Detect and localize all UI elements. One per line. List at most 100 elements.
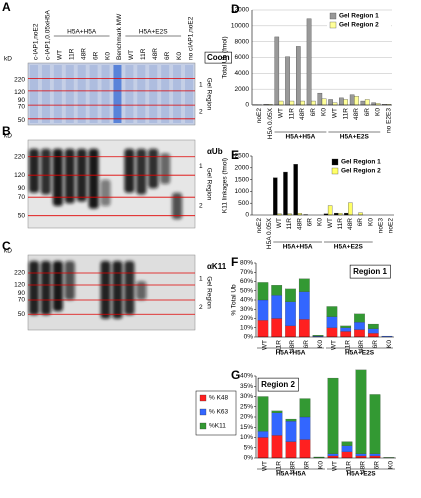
bar-segment — [312, 335, 324, 337]
x-tick-label: WT — [331, 108, 338, 118]
x-tick-label: K0 — [317, 218, 324, 226]
bar-segment — [326, 306, 338, 317]
bar-segment — [369, 453, 381, 457]
gel-bands — [29, 148, 183, 220]
x-tick-label: WT — [331, 340, 338, 350]
bar-segment — [340, 331, 352, 338]
y-tick-label: 40% — [240, 297, 253, 304]
x-tick-label: H5A 0.05X — [267, 107, 274, 139]
gel-band — [148, 148, 159, 189]
mw-marker: 220 — [14, 153, 25, 160]
x-tick-label: 11R — [276, 461, 283, 473]
mw-marker: 50 — [18, 212, 26, 219]
group-label: H5A+H5A — [67, 29, 97, 36]
legend-label: % K48 — [209, 395, 229, 402]
region-title: Gel Region — [205, 78, 212, 111]
legend-label: %K11 — [209, 423, 226, 430]
x-tick-label: K0 — [375, 108, 382, 116]
bar-segment — [271, 295, 283, 319]
x-tick-label: 11R — [275, 340, 282, 352]
bar-segment — [271, 435, 283, 459]
y-tick-label: 2500 — [235, 153, 250, 160]
x-tick-label: noE2 — [256, 108, 263, 124]
gel-lane — [101, 65, 110, 123]
x-tick-label: 6R — [364, 108, 371, 117]
mw-marker: 220 — [14, 270, 25, 277]
bar-segment — [355, 455, 367, 459]
bar-segment — [354, 329, 365, 338]
x-tick-label: 6R — [372, 340, 379, 349]
mw-marker: 70 — [18, 297, 26, 304]
gel-lane — [185, 65, 193, 123]
y-tick-label: 6000 — [235, 54, 250, 61]
x-tick-label: 48R — [353, 108, 360, 120]
bar-segment — [257, 437, 269, 459]
x-tick-label: 6R — [304, 461, 311, 470]
annotation: Region 1 — [353, 267, 387, 276]
y-tick-label: 12000 — [231, 7, 249, 14]
gel-band — [29, 261, 39, 315]
bar-segment — [355, 453, 367, 457]
gel-band — [52, 261, 63, 312]
y-tick-label: 8000 — [235, 38, 250, 45]
y-tick-label: 1500 — [235, 176, 250, 183]
x-tick-label: K0 — [386, 340, 393, 348]
group-label: H5A+E2S — [345, 350, 375, 357]
bar-segment — [271, 285, 283, 296]
legend-box — [327, 11, 391, 31]
annotation-box — [257, 377, 299, 392]
y-axis-title: K11 linkages (fmol) — [222, 158, 229, 213]
mw-marker: 120 — [14, 89, 25, 96]
x-tick-label: K0 — [317, 340, 324, 348]
x-tick-label: WT — [276, 218, 283, 228]
gel-lane — [53, 65, 62, 123]
x-tick-label: H5A 0.05X — [266, 217, 273, 249]
lane-label: no cIAP1,noE2 — [188, 16, 195, 60]
lane-label: c-IAP1,noE2 — [33, 23, 40, 60]
y-tick-label: 70% — [240, 269, 253, 276]
gel-band — [124, 261, 135, 315]
gel-lane — [113, 65, 122, 123]
mw-marker: 70 — [18, 194, 26, 201]
group-label: H5A+E2S — [139, 29, 168, 36]
mw-marker: 90 — [18, 97, 26, 104]
x-tick-label: 48R — [299, 108, 306, 120]
y-tick-label: 25% — [240, 403, 253, 410]
x-tick-label: 6R — [307, 218, 314, 227]
y-tick-label: 40% — [240, 373, 253, 380]
gel-lane — [41, 65, 50, 123]
gel-band — [136, 281, 147, 300]
bar — [332, 102, 338, 106]
bar-segment — [327, 453, 339, 457]
stain-label: Coom — [207, 53, 230, 62]
gel-band — [112, 261, 123, 319]
mw-marker: 120 — [14, 282, 25, 289]
legend-swatch — [329, 12, 337, 20]
y-tick-label: 0% — [244, 455, 254, 462]
group-label: H5A+H5A — [283, 244, 313, 251]
gel-band — [64, 261, 75, 300]
gel-band — [29, 148, 39, 193]
bar-segment — [355, 369, 367, 455]
y-tick-label: 30% — [240, 306, 253, 313]
bar-segment — [298, 278, 310, 292]
legend-label: Gel Region 1 — [339, 13, 379, 20]
annotation-box — [349, 264, 391, 279]
bar — [328, 99, 333, 106]
x-tick-label: WT — [262, 340, 269, 350]
lane-label: 6R — [164, 51, 171, 60]
mw-marker: 90 — [18, 290, 26, 297]
bar-segment — [285, 441, 297, 459]
x-tick-label: 11R — [286, 218, 293, 230]
legend-label: Gel Region 2 — [339, 22, 379, 29]
bar-segment — [341, 445, 353, 452]
stain-box — [204, 51, 232, 64]
y-tick-label: 2000 — [235, 165, 250, 172]
mw-marker: 90 — [18, 185, 26, 192]
gel-lane — [137, 65, 146, 123]
group-label: H5A+H5A — [276, 350, 306, 357]
bar-segment — [326, 327, 338, 338]
bar — [354, 96, 359, 106]
x-tick-label: 11R — [346, 461, 353, 473]
bar — [273, 177, 278, 216]
